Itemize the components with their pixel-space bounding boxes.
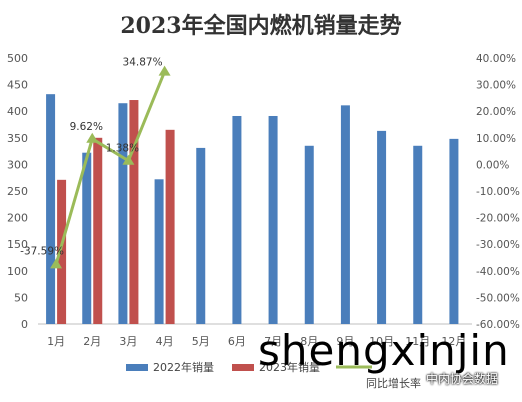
x-tick-label: 7月 [264, 335, 282, 348]
y-tick-label: 500 [7, 52, 28, 65]
bar-2023 [129, 100, 139, 324]
axes: 0 50 100 150 200 250 300 350 400 450 500 40.00% 30.0… [7, 52, 520, 348]
bar-2022 [304, 145, 314, 324]
growth-line-path [54, 71, 166, 265]
bars [46, 94, 459, 325]
y-tick-label: 250 [7, 185, 28, 198]
x-tick-label: 4月 [156, 335, 174, 348]
bar-2022 [232, 115, 242, 324]
y2-tick-label: 10.00% [476, 133, 516, 145]
y-tick-label: 450 [7, 79, 28, 92]
bar-2023 [57, 179, 67, 324]
growth-marker [158, 65, 171, 76]
bar-2022 [268, 115, 278, 324]
legend-swatch-2023 [232, 364, 254, 371]
y2-tick-label: 40.00% [476, 53, 516, 65]
y-tick-label: 100 [7, 265, 28, 278]
growth-marker [122, 154, 135, 165]
growth-data-label: 34.87% [123, 57, 163, 69]
x-tick-label: 3月 [119, 335, 137, 348]
legend-label-growth: 同比增长率 [366, 376, 421, 390]
y-tick-label: 350 [7, 132, 28, 145]
y-tick-label: 300 [7, 158, 28, 171]
x-tick-label: 6月 [228, 335, 246, 348]
growth-line [50, 65, 171, 269]
x-tick-label: 1月 [47, 335, 65, 348]
bar-2022 [377, 130, 387, 324]
data-labels: -37.59% 9.62%1.38% 34.87% [20, 57, 162, 258]
growth-marker [86, 132, 99, 143]
bar-2022 [340, 105, 350, 325]
y2-tick-label: -50.00% [476, 292, 520, 304]
x-tick-label: 12月 [441, 335, 466, 348]
bar-2022 [118, 103, 128, 324]
bar-2022 [82, 152, 92, 324]
watermark-subtext: 中内协会数据 [426, 372, 499, 386]
x-tick-label: 5月 [192, 335, 210, 348]
y2-tick-label: -20.00% [476, 213, 520, 225]
bar-2022 [46, 94, 56, 325]
growth-data-label: -37.59% [20, 245, 64, 257]
watermark-text: shengxinjin [258, 326, 510, 375]
growth-data-label: 1.38% [106, 143, 139, 155]
growth-marker [50, 258, 63, 269]
y2-tick-label: -30.00% [476, 239, 520, 251]
y2-tick-label: -60.00% [476, 319, 520, 331]
y-tick-label: 200 [7, 212, 28, 225]
y-tick-label: 400 [7, 105, 28, 118]
x-tick-label: 11月 [405, 335, 430, 348]
bar-2022 [196, 147, 206, 324]
y-tick-label: 50 [14, 291, 28, 304]
x-tick-label: 2月 [83, 335, 101, 348]
legend-swatch-2022 [126, 364, 148, 371]
legend-label-2023: 2023年销量 [259, 360, 320, 374]
y-tick-label: 150 [7, 238, 28, 251]
bar-2022 [154, 179, 164, 324]
x-tick-label: 9月 [336, 335, 354, 348]
y2-tick-label: -10.00% [476, 186, 520, 198]
x-tick-label: 10月 [369, 335, 394, 348]
growth-data-label: 9.62% [70, 121, 103, 133]
bar-2023 [93, 137, 103, 324]
y2-tick-label: -40.00% [476, 266, 520, 278]
y2-tick-label: 20.00% [476, 106, 516, 118]
y2-tick-label: 30.00% [476, 80, 516, 92]
y2-tick-label: 0.00% [476, 159, 509, 171]
y-tick-label: 0 [21, 318, 28, 331]
bar-2022 [413, 145, 423, 324]
chart-title: 2023年全国内燃机销量走势 [120, 13, 402, 39]
legend-label-2022: 2022年销量 [153, 360, 214, 374]
bar-2022 [449, 138, 459, 324]
x-tick-label: 8月 [300, 335, 318, 348]
bar-2023 [165, 129, 175, 324]
